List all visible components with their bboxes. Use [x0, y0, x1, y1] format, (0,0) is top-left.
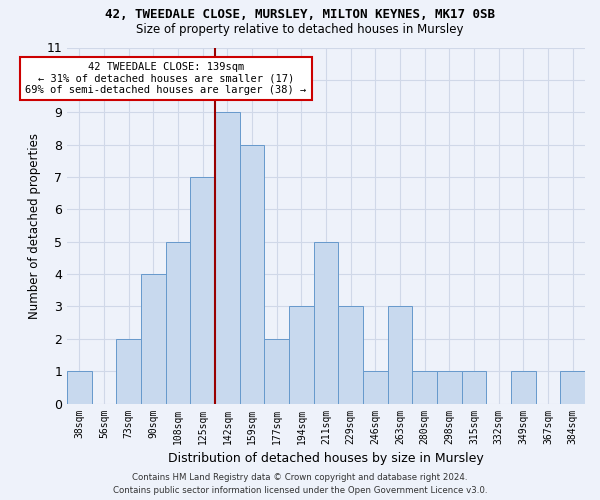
Bar — [511, 371, 536, 404]
Bar — [265, 339, 289, 404]
Text: Contains HM Land Registry data © Crown copyright and database right 2024.
Contai: Contains HM Land Registry data © Crown c… — [113, 474, 487, 495]
Bar — [363, 371, 388, 404]
Bar — [338, 306, 363, 404]
Bar — [116, 339, 141, 404]
Bar — [560, 371, 585, 404]
Bar — [388, 306, 412, 404]
Text: 42, TWEEDALE CLOSE, MURSLEY, MILTON KEYNES, MK17 0SB: 42, TWEEDALE CLOSE, MURSLEY, MILTON KEYN… — [105, 8, 495, 20]
Bar — [166, 242, 190, 404]
Bar — [461, 371, 487, 404]
Bar — [240, 144, 265, 404]
Text: 42 TWEEDALE CLOSE: 139sqm
← 31% of detached houses are smaller (17)
69% of semi-: 42 TWEEDALE CLOSE: 139sqm ← 31% of detac… — [25, 62, 307, 96]
Bar — [215, 112, 240, 404]
Y-axis label: Number of detached properties: Number of detached properties — [28, 132, 41, 318]
Bar — [437, 371, 461, 404]
Bar — [314, 242, 338, 404]
Bar — [67, 371, 92, 404]
Bar — [289, 306, 314, 404]
X-axis label: Distribution of detached houses by size in Mursley: Distribution of detached houses by size … — [168, 452, 484, 465]
Bar — [412, 371, 437, 404]
Bar — [141, 274, 166, 404]
Bar — [190, 177, 215, 404]
Text: Size of property relative to detached houses in Mursley: Size of property relative to detached ho… — [136, 22, 464, 36]
